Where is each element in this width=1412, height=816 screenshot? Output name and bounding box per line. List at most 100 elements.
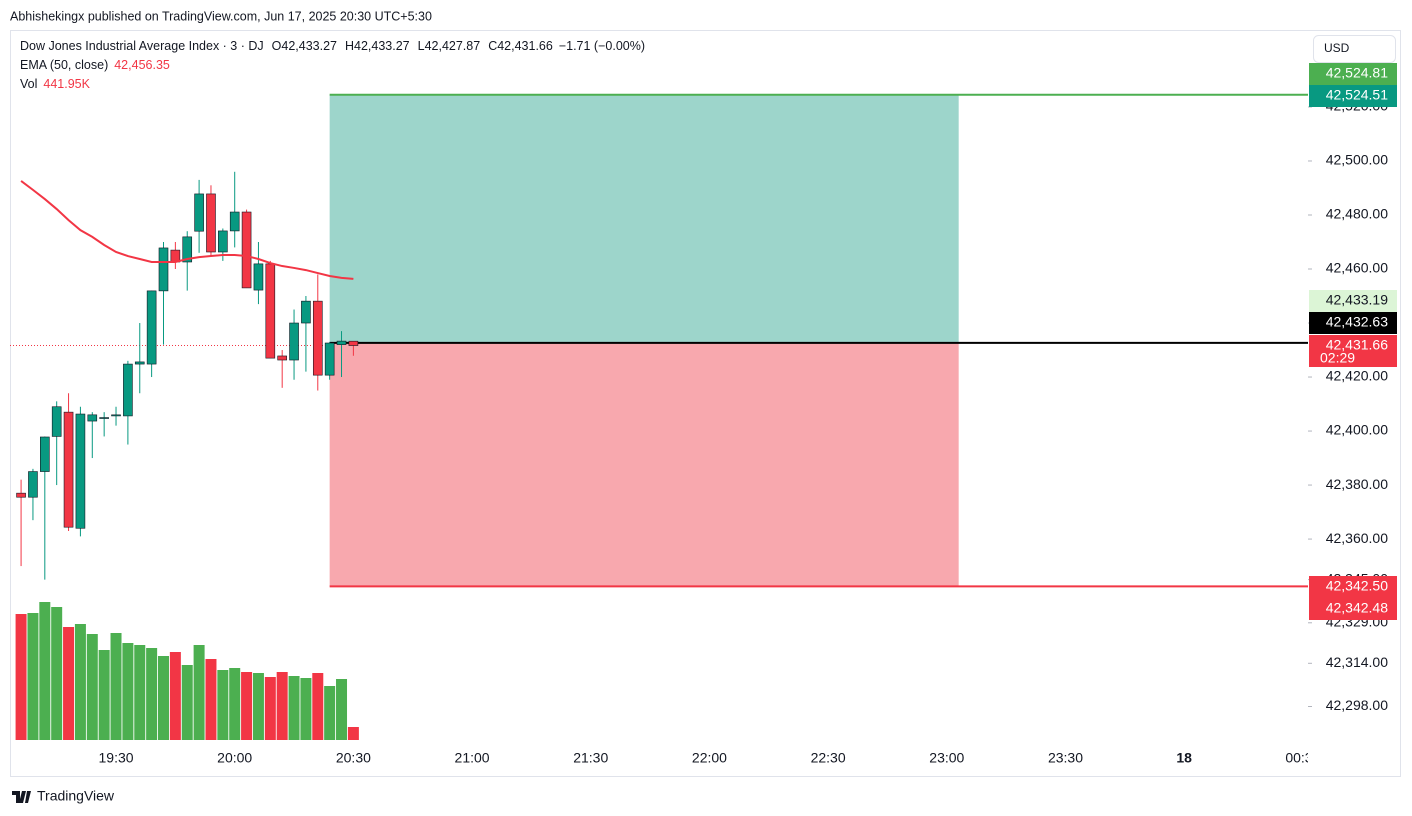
candle-body (241, 211, 252, 289)
volume-bar (336, 679, 348, 740)
legend-key: C (488, 39, 497, 53)
candle-body (158, 247, 169, 292)
candle-body (51, 406, 62, 437)
price-label: 42,524.81 (1326, 65, 1388, 81)
legend-key: L (418, 39, 425, 53)
y-tick-label: 42,460.00 (1326, 260, 1388, 276)
volume-bar (15, 614, 27, 740)
legend-value: 42,427.87 (425, 39, 481, 53)
volume-bar (217, 670, 229, 740)
price-label-box (1309, 335, 1397, 367)
volume-bar (146, 648, 158, 740)
candle-body (336, 340, 347, 345)
y-tick-label: 42,500.00 (1326, 152, 1388, 168)
candle-body (182, 236, 193, 263)
price-label: 42,431.66 (1326, 337, 1388, 353)
volume-value: 441.95K (43, 77, 90, 91)
x-tick-label: 21:00 (455, 750, 490, 766)
volume-bar (324, 686, 336, 740)
volume-bar (252, 673, 264, 740)
candle-body (99, 417, 109, 419)
candle-body (289, 322, 299, 361)
volume-bar (193, 645, 205, 740)
candle-body (28, 471, 38, 498)
ema-value: 42,456.35 (114, 58, 170, 72)
volume-bar (134, 645, 146, 740)
ema-name: EMA (50, close) (20, 58, 108, 72)
countdown: 02:29 (1320, 350, 1355, 366)
candle-body (277, 355, 287, 361)
volume-bar (51, 607, 63, 740)
volume-bar (241, 672, 253, 740)
y-tick-label: 42,314.00 (1326, 654, 1388, 670)
price-label-box (1309, 576, 1397, 598)
price-label-box (1309, 85, 1397, 107)
x-tick-label: 20:30 (336, 750, 371, 766)
candle-body (229, 211, 240, 232)
publish-header: Abhishekingx published on TradingView.co… (10, 9, 432, 23)
loss-zone (329, 342, 959, 587)
price-label-box (1309, 63, 1397, 85)
x-tick-label: 23:00 (929, 750, 964, 766)
x-tick-label: 22:30 (811, 750, 846, 766)
legend-main: Dow Jones Industrial Average Index · 3 ·… (20, 39, 645, 53)
price-label: 42,524.51 (1326, 87, 1388, 103)
x-tick-label: 19:30 (99, 750, 134, 766)
candle-body (87, 414, 98, 422)
volume-bar (181, 665, 193, 740)
y-tick-label: 42,480.00 (1326, 206, 1388, 222)
legend-ema: EMA (50, close) 42,456.35 (20, 58, 170, 72)
x-tick-label: 20:00 (217, 750, 252, 766)
candle-body (40, 436, 50, 472)
x-tick-label: 23:30 (1048, 750, 1083, 766)
candle-body (253, 263, 264, 291)
plot-area (10, 93, 1308, 740)
price-axis: 42,520.0042,500.0042,480.0042,460.0042,4… (1308, 98, 1388, 713)
currency-label: USD (1324, 41, 1350, 55)
y-tick-label: 42,400.00 (1326, 422, 1388, 438)
volume-bar (74, 624, 86, 740)
currency-button[interactable] (1313, 35, 1396, 63)
time-axis: 19:30 20:00 20:30 21:00 21:30 22:00 22:30 23:00… (99, 750, 1320, 766)
overlay: Dow Jones Industrial Average Index · 3 ·… (12, 35, 1397, 804)
y-tick-label: 42,360.00 (1326, 530, 1388, 546)
legend-key: O (272, 39, 282, 53)
candle-body (218, 230, 228, 253)
ema-line (20, 180, 354, 280)
candle-body (123, 363, 133, 417)
candle-body (63, 411, 74, 528)
volume-bar (63, 627, 75, 740)
candle-body (146, 290, 157, 365)
legend-volume: Vol 441.95K (20, 77, 91, 91)
volume-bar (312, 673, 324, 740)
legend-value: 42,433.27 (354, 39, 410, 53)
volume-bar (157, 656, 169, 740)
candle-body (312, 300, 323, 376)
legend-value: 42,431.66 (497, 39, 553, 53)
x-tick-label: 00:30 (1285, 750, 1320, 766)
volume-bar (229, 668, 241, 740)
candle-body (111, 414, 121, 417)
y-tick-label: 42,380.00 (1326, 476, 1388, 492)
volume-bar (86, 634, 98, 740)
volume-bar (205, 659, 217, 740)
logo-icon (12, 791, 31, 803)
volume-bar (110, 633, 122, 740)
symbol-title: Dow Jones Industrial Average Index · 3 ·… (20, 39, 264, 53)
price-label: 42,342.50 (1326, 578, 1388, 594)
y-tick-label: 42,298.00 (1326, 697, 1388, 713)
y-tick-label: 42,420.00 (1326, 368, 1388, 384)
candle-body (348, 340, 359, 346)
price-label: 42,432.63 (1326, 314, 1388, 330)
legend-change: −1.71 (−0.00%) (559, 39, 645, 53)
price-label: 42,342.48 (1326, 600, 1388, 616)
logo-text: TradingView (37, 788, 115, 804)
tradingview-logo: TradingView (12, 788, 115, 804)
volume-bar (98, 650, 110, 740)
candle-body (134, 361, 145, 365)
candle-body (206, 193, 216, 253)
candle-body (265, 263, 276, 359)
volume-bar (122, 643, 134, 740)
price-label-box (1309, 598, 1397, 620)
